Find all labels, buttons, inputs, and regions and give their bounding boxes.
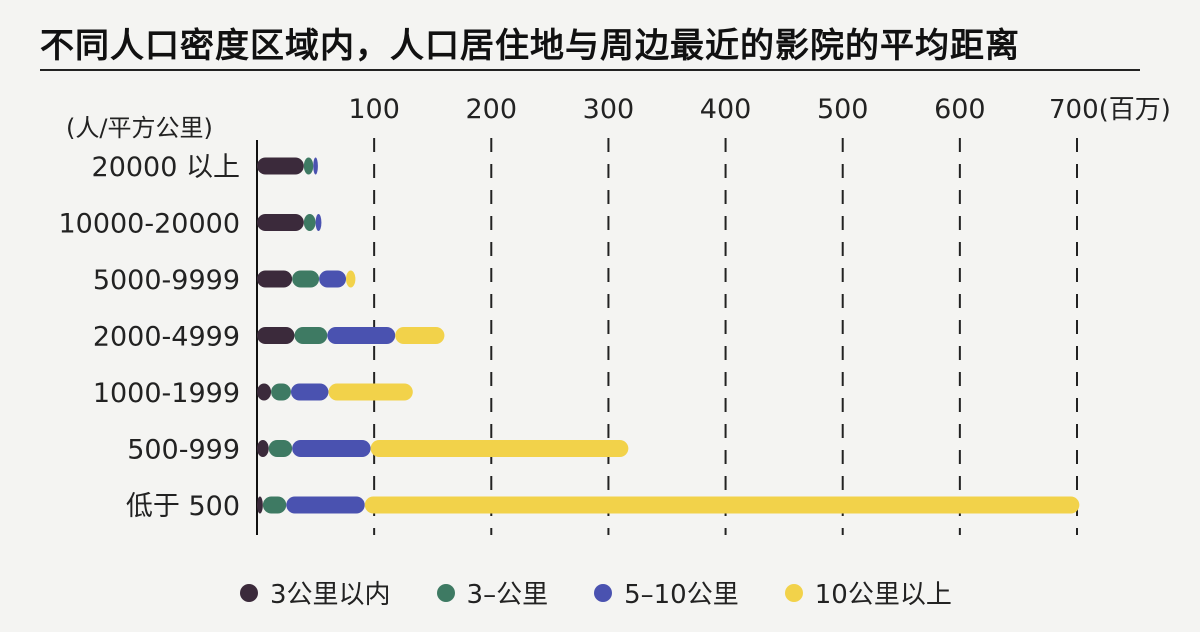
legend-swatch-2 — [594, 583, 613, 602]
x-tick-label: 600 — [934, 94, 986, 125]
bar-segment — [271, 383, 291, 401]
category-label: 低于 500 — [126, 491, 240, 522]
x-tick-label: 100 — [348, 94, 400, 125]
bar-segment — [257, 383, 272, 401]
category-labels: 20000 以上 10000-20000 5000-9999 2000-4999 100… — [58, 152, 240, 522]
x-tick-label: 500 — [817, 94, 869, 125]
category-label: 20000 以上 — [92, 152, 240, 183]
bar-segment — [292, 270, 320, 288]
gridlines — [373, 138, 1078, 535]
x-tick-label: 400 — [700, 94, 752, 125]
legend-swatch-1 — [436, 583, 455, 602]
bar-segment — [290, 383, 329, 401]
legend-item: 5–10公里 — [594, 574, 739, 611]
x-tick-label: 200 — [466, 94, 518, 125]
legend-item: 3–公里 — [436, 574, 549, 611]
bar-segment — [315, 214, 322, 231]
legend: 3公里以内 3–公里 5–10公里 10公里以上 — [240, 574, 952, 611]
bar-segment — [370, 440, 629, 457]
bar-segment — [395, 327, 445, 344]
bar-segment — [257, 440, 269, 457]
chart-title: 不同人口密度区域内，人口居住地与周边最近的影院的平均距离 — [40, 26, 1020, 66]
bar-segment — [319, 270, 347, 288]
x-tick-labels: 100 200 300 400 500 600 700(百万) — [348, 94, 1171, 125]
legend-item: 3公里以内 — [240, 574, 391, 611]
bar-segment — [268, 440, 293, 457]
title-rule — [40, 69, 1140, 71]
bar-segment — [327, 327, 396, 344]
legend-label-3: 10公里以上 — [814, 580, 952, 610]
legend-label-1: 3–公里 — [466, 580, 549, 610]
bar-segment — [328, 383, 413, 401]
bar-segment — [303, 214, 316, 231]
category-label: 1000-1999 — [93, 378, 240, 409]
y-axis-label: (人/平方公里) — [66, 114, 213, 142]
legend-label-0: 3公里以内 — [270, 580, 391, 610]
bar-segment — [292, 440, 371, 457]
category-label: 2000-4999 — [93, 322, 240, 353]
x-unit-label: 700(百万) — [1049, 95, 1171, 125]
bar-segment — [303, 157, 314, 175]
bar-segment — [257, 496, 263, 514]
bar-segment — [257, 327, 295, 344]
category-label: 5000-9999 — [93, 265, 240, 296]
bar-segment — [257, 270, 293, 288]
category-label: 500-999 — [127, 435, 240, 466]
bar-segment — [313, 157, 318, 175]
bar-segment — [257, 157, 304, 175]
bar-segment — [257, 214, 304, 231]
legend-item: 10公里以上 — [784, 574, 952, 611]
bar-segment — [286, 496, 365, 514]
category-label: 10000-20000 — [58, 209, 240, 240]
bar-segment — [364, 496, 1080, 514]
bars — [257, 157, 1080, 514]
x-tick-label: 300 — [583, 94, 635, 125]
legend-label-2: 5–10公里 — [624, 580, 739, 610]
legend-swatch-3 — [784, 583, 803, 602]
legend-swatch-0 — [240, 583, 258, 602]
bar-segment — [294, 327, 328, 344]
bar-segment — [346, 270, 356, 288]
bar-segment — [262, 496, 287, 514]
